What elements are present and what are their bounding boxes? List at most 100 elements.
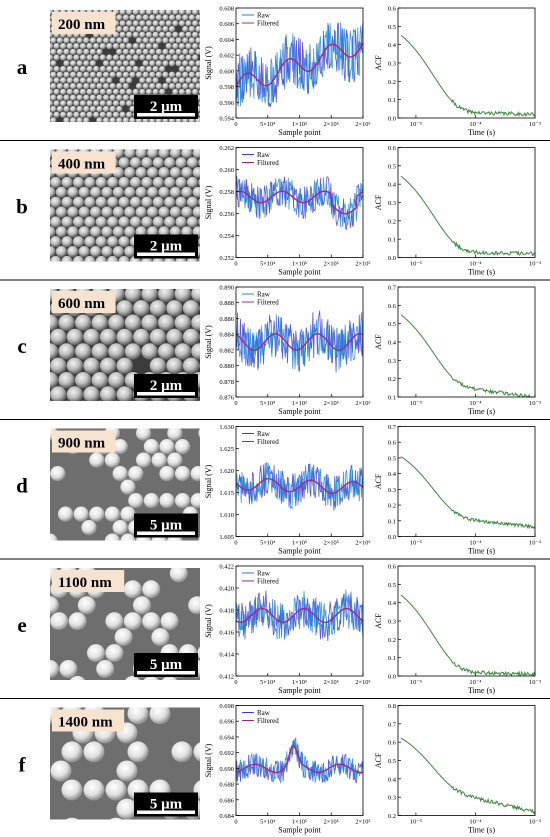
sphere (96, 71, 103, 79)
signal-xtick-label: 5×10⁴ (260, 540, 276, 547)
sphere (191, 314, 200, 331)
sphere (152, 43, 159, 50)
sphere (152, 20, 159, 27)
sphere (198, 178, 200, 187)
sphere (119, 54, 126, 61)
sphere (142, 37, 149, 44)
sphere (152, 31, 159, 38)
sphere (107, 216, 119, 228)
sphere (53, 100, 60, 107)
sphere (195, 71, 200, 78)
sphere (168, 25, 176, 33)
sphere (112, 520, 128, 536)
sphere (122, 94, 130, 101)
signal-xtick-label: 2×10⁵ (324, 121, 339, 128)
sphere (164, 176, 176, 189)
acf-ytick-label: 0.0 (388, 534, 396, 541)
size-label-box (52, 430, 116, 453)
sphere (109, 60, 116, 67)
sphere (195, 48, 200, 56)
sphere (151, 628, 170, 647)
sphere (133, 300, 150, 317)
sphere (105, 612, 124, 631)
sphere (116, 798, 138, 820)
acf-plot: 0.0 0.1 0.2 0.3 0.4 0.5 0.6 0.7 10⁻⁵ 10⁻⁴ 10⁻³ Time… (374, 424, 541, 556)
sphere (107, 236, 119, 248)
sphere (178, 20, 186, 27)
sphere (129, 48, 136, 56)
sphere (119, 10, 126, 16)
sphere (126, 88, 133, 96)
sphere (76, 60, 83, 67)
sphere (101, 246, 113, 258)
sphere (95, 216, 107, 228)
sphere (53, 77, 60, 84)
sphere (152, 88, 159, 96)
sphere (101, 226, 113, 238)
legend-label-filtered: Filtered (257, 20, 279, 28)
acf-xtick-label: 10⁻⁵ (410, 121, 422, 128)
sphere (61, 236, 73, 248)
sphere (69, 48, 77, 56)
sphere (135, 186, 147, 198)
signal-ytick-label: 0.416 (219, 630, 234, 637)
sphere (95, 236, 107, 248)
signal-ytick-label: 0.696 (219, 719, 234, 726)
sphere (112, 167, 124, 179)
acf-ytick-label: 0.3 (388, 619, 396, 626)
acf-ytick-label: 0.2 (388, 79, 396, 86)
sphere (133, 328, 150, 346)
sphere (89, 105, 97, 113)
sphere (50, 386, 67, 401)
signal-ytick-label: 0.882 (219, 347, 234, 354)
sphere (59, 660, 78, 678)
sphere (175, 176, 187, 189)
sphere (63, 94, 70, 101)
acf-series-line (400, 175, 536, 257)
signal-ytick-label: 0.420 (219, 586, 234, 593)
sphere (191, 289, 200, 303)
acf-ylabel: ACF (374, 613, 383, 629)
sphere (50, 83, 57, 90)
sphere (129, 216, 142, 228)
sphere (175, 71, 182, 79)
sphere (162, 37, 169, 44)
sphere (63, 117, 70, 122)
signal-xtick-label: 2×10⁵ (324, 261, 339, 268)
sphere (109, 71, 116, 79)
acf-series-line (400, 314, 535, 398)
sphere (198, 43, 200, 49)
sphere (50, 71, 57, 79)
sphere (139, 10, 146, 16)
signal-ytick-label: 0.688 (219, 782, 234, 789)
sphere (122, 117, 130, 122)
sphere (56, 94, 64, 101)
sphere (90, 226, 102, 238)
acf-ytick-label: 0.3 (388, 358, 396, 365)
size-label-box (52, 291, 116, 313)
sphere (102, 105, 110, 113)
sphere (84, 196, 96, 208)
sphere (122, 48, 130, 56)
sphere (155, 37, 163, 44)
sphere (96, 48, 103, 56)
sphere (53, 65, 60, 73)
filtered-series-line (235, 190, 364, 215)
sphere (61, 216, 73, 228)
sphere (158, 343, 175, 360)
sphere (72, 216, 85, 228)
acf-ytick-label: 0.4 (388, 182, 397, 189)
sphere (185, 88, 192, 96)
sphere (116, 83, 123, 90)
sphere (162, 25, 169, 33)
acf-xtick-label: 10⁻³ (529, 121, 541, 128)
signal-xtick-label: 5×10⁴ (260, 400, 276, 407)
signal-xtick-label: 1×10⁵ (292, 819, 307, 826)
signal-ytick-label: 0.602 (219, 53, 234, 60)
sphere (120, 533, 136, 541)
legend-label-raw: Raw (257, 291, 271, 299)
sphere (76, 117, 83, 122)
acf-ylabel: ACF (374, 752, 383, 768)
